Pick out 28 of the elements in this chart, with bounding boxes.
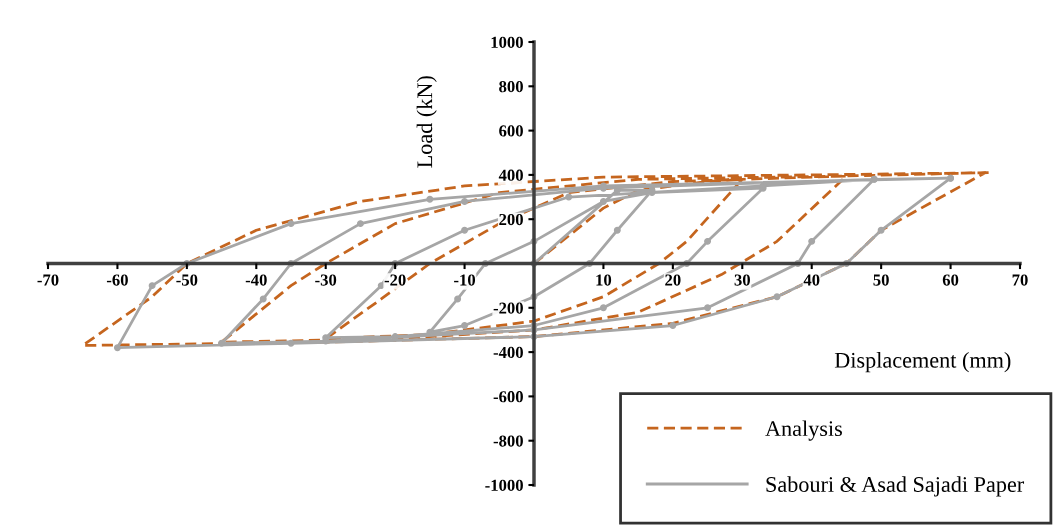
y-tick-label: -800 <box>493 435 523 447</box>
x-tick-label: -10 <box>454 274 476 286</box>
legend-label: Analysis <box>765 420 842 441</box>
y-tick-label: -400 <box>493 346 523 359</box>
x-tick-label: -50 <box>176 274 198 286</box>
x-tick-label: 20 <box>665 274 681 286</box>
x-tick-label: 70 <box>1012 274 1028 286</box>
y-tick-label: 800 <box>499 81 523 93</box>
x-tick-label: -70 <box>37 274 59 286</box>
y-tick-label: -600 <box>493 391 523 403</box>
y-tick-label: 600 <box>499 125 523 137</box>
y-tick-label: 1000 <box>491 36 523 48</box>
x-tick-label: -30 <box>315 274 337 286</box>
x-axis-title: Displacement (mm) <box>834 352 1011 373</box>
x-tick-label: 60 <box>942 274 959 286</box>
x-tick-label: 10 <box>596 274 612 286</box>
y-tick-label: 400 <box>498 169 523 181</box>
x-tick-label: -60 <box>106 274 128 286</box>
x-tick-label: 40 <box>803 274 820 286</box>
legend-label: Sabouri & Asad Sajadi Paper <box>766 476 1025 497</box>
x-tick-label: -40 <box>245 274 267 286</box>
x-tick-label: 50 <box>873 274 889 286</box>
x-tick-label: 30 <box>734 274 750 286</box>
y-tick-label: -1000 <box>485 479 523 491</box>
x-tick-label: -20 <box>384 274 406 286</box>
y-axis-title: Load (kN) <box>416 76 437 168</box>
y-tick-label: -200 <box>493 302 523 314</box>
y-tick-label: 200 <box>499 213 523 226</box>
